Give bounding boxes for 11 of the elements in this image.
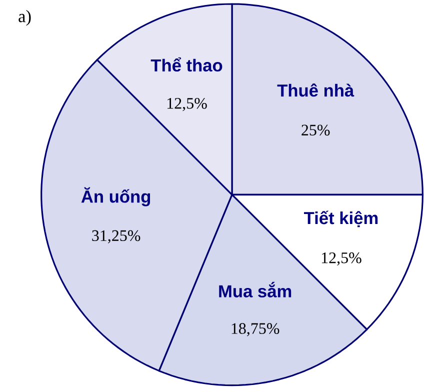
chart-title: a) — [18, 10, 31, 26]
data-label: 12,5% — [167, 98, 207, 112]
data-label: 18,75% — [232, 323, 280, 336]
slice-label: Tiết kiệm — [304, 210, 378, 228]
slice-label: Thể thao — [150, 57, 222, 72]
data-label: 31,25% — [92, 230, 140, 244]
data-label: 12,5% — [322, 252, 362, 266]
slice-label: Mua sắm — [219, 282, 292, 298]
data-label: 25% — [302, 124, 330, 136]
slice-label: Ăn uống — [81, 187, 150, 206]
slice-label: Thuê nhà — [277, 84, 354, 97]
